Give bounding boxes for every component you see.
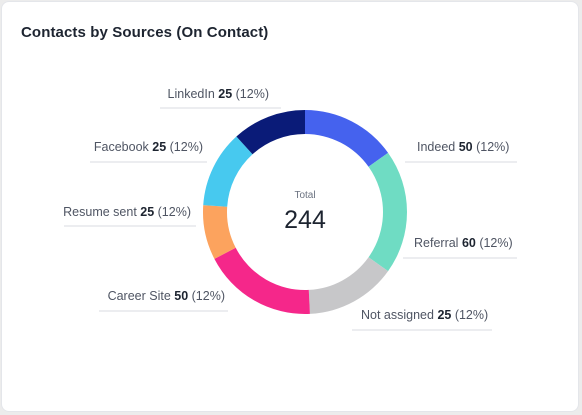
slice-label-percent: (12%): [232, 87, 269, 101]
slice-label-name: Referral: [414, 236, 462, 250]
slice-label-value: 25: [140, 205, 154, 219]
slice-label-name: Not assigned: [361, 308, 437, 322]
slice-label-career-site: Career Site 50 (12%): [108, 289, 225, 303]
slice-label-percent: (12%): [451, 308, 488, 322]
slice-label-value: 60: [462, 236, 476, 250]
donut-slice-referral[interactable]: [368, 152, 408, 272]
slice-label-name: Resume sent: [63, 205, 140, 219]
slice-label-name: Facebook: [94, 140, 152, 154]
slice-label-name: Indeed: [417, 140, 459, 154]
slice-label-percent: (12%): [473, 140, 510, 154]
center-caption: Total: [294, 190, 315, 201]
label-leader-lines: [64, 107, 517, 331]
donut-slice-not-assigned[interactable]: [308, 257, 389, 314]
slice-label-percent: (12%): [476, 236, 513, 250]
donut-slices: [203, 110, 408, 314]
slice-label-value: 25: [218, 87, 232, 101]
slice-label-indeed: Indeed 50 (12%): [417, 140, 509, 154]
slice-label-linkedin: LinkedIn 25 (12%): [168, 87, 269, 101]
slice-label-not-assigned: Not assigned 25 (12%): [361, 308, 488, 322]
slice-label-value: 25: [437, 308, 451, 322]
slice-label-name: LinkedIn: [168, 87, 219, 101]
slice-label-value: 50: [459, 140, 473, 154]
slice-label-value: 25: [152, 140, 166, 154]
slice-label-percent: (12%): [188, 289, 225, 303]
slice-label-referral: Referral 60 (12%): [414, 236, 513, 250]
card-title: Contacts by Sources (On Contact): [21, 24, 269, 41]
slice-labels: Indeed 50 (12%)Referral 60 (12%)Not assi…: [63, 87, 513, 322]
donut-slice-linkedin[interactable]: [236, 110, 305, 155]
donut-slice-resume-sent[interactable]: [203, 205, 236, 259]
donut-slice-career-site[interactable]: [214, 247, 310, 314]
center-total: 244: [284, 206, 326, 234]
slice-label-percent: (12%): [154, 205, 191, 219]
slice-label-percent: (12%): [166, 140, 203, 154]
slice-label-resume-sent: Resume sent 25 (12%): [63, 205, 191, 219]
donut-slice-indeed[interactable]: [305, 110, 389, 167]
slice-label-value: 50: [174, 289, 188, 303]
donut-slice-facebook[interactable]: [203, 136, 253, 207]
slice-label-facebook: Facebook 25 (12%): [94, 140, 203, 154]
slice-label-name: Career Site: [108, 289, 175, 303]
